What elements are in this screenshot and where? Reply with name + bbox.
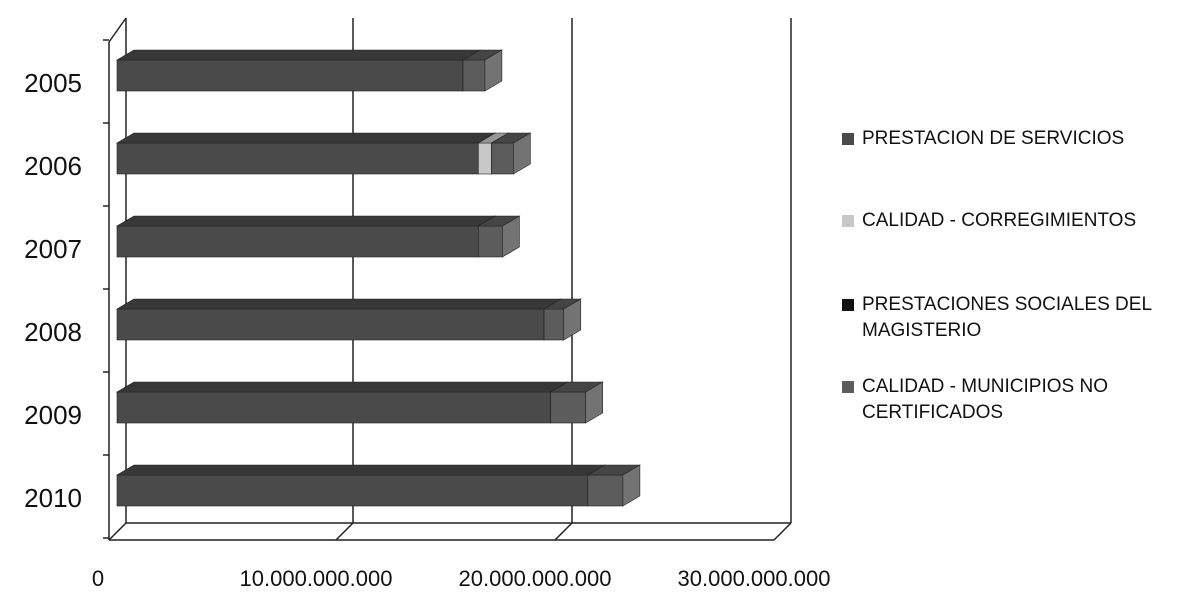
legend-item-calidad-corregimientos: CALIDAD - CORREGIMIENTOS bbox=[842, 208, 1192, 234]
legend-label: PRESTACIONES SOCIALES DEL MAGISTERIO bbox=[862, 294, 1152, 341]
bar-side-2008-series-3 bbox=[563, 298, 582, 341]
x-tick-label: 10.000.000.000 bbox=[240, 566, 393, 591]
category-label-2006: 2006 bbox=[24, 151, 82, 181]
legend-swatch bbox=[842, 299, 854, 311]
bar-side-2009-series-3 bbox=[585, 381, 603, 424]
legend-label: CALIDAD - CORREGIMIENTOS bbox=[862, 210, 1137, 231]
category-label-2005: 2005 bbox=[24, 68, 82, 98]
bar-side-2010-series-3 bbox=[622, 464, 641, 507]
bar-2005-series-0 bbox=[116, 59, 464, 92]
legend-swatch bbox=[842, 133, 854, 145]
bar-2005-series-3 bbox=[462, 59, 486, 92]
legend-swatch bbox=[842, 215, 854, 227]
bar-2006-series-1 bbox=[478, 142, 492, 175]
bar-2007-series-0 bbox=[116, 225, 479, 258]
bar-side-2006-series-3 bbox=[513, 132, 531, 175]
x-tick-label: 20.000.000.000 bbox=[459, 566, 612, 591]
bar-2009-series-3 bbox=[550, 391, 586, 424]
category-label-2008: 2008 bbox=[24, 317, 82, 347]
bar-top-2008-series-0 bbox=[115, 298, 563, 310]
bar-top-2007-series-0 bbox=[115, 215, 497, 227]
category-label-2010: 2010 bbox=[24, 483, 82, 513]
legend-label: CALIDAD - MUNICIPIOS NO CERTIFICADOS bbox=[862, 376, 1108, 423]
x-tick-label: 30.000.000.000 bbox=[678, 566, 831, 591]
bar-2008-series-0 bbox=[116, 308, 545, 341]
bar-top-2006-series-0 bbox=[115, 132, 497, 144]
bar-2010-series-0 bbox=[116, 474, 589, 507]
x-tick-label: 0 bbox=[92, 566, 104, 591]
legend-item-prestaciones-sociales: PRESTACIONES SOCIALES DEL MAGISTERIO bbox=[842, 292, 1192, 344]
bar-top-2010-series-0 bbox=[115, 464, 606, 476]
bar-top-2005-series-0 bbox=[115, 49, 482, 61]
bar-2007-series-3 bbox=[478, 225, 503, 258]
y-axis-top-edge bbox=[108, 17, 127, 43]
legend-label: PRESTACION DE SERVICIOS bbox=[862, 128, 1125, 149]
bar-2010-series-3 bbox=[587, 474, 624, 507]
bar-top-2009-series-0 bbox=[115, 381, 569, 393]
floor-left-edge bbox=[108, 522, 127, 541]
bar-side-2007-series-3 bbox=[502, 215, 520, 258]
category-label-2009: 2009 bbox=[24, 400, 82, 430]
bar-side-2005-series-3 bbox=[484, 49, 503, 92]
category-label-2007: 2007 bbox=[24, 234, 82, 264]
legend-item-prestacion-servicios: PRESTACION DE SERVICIOS bbox=[842, 126, 1192, 152]
floor-gridline bbox=[554, 522, 573, 541]
floor-gridline bbox=[335, 522, 354, 541]
bar-2009-series-0 bbox=[116, 391, 551, 424]
bar-2008-series-3 bbox=[543, 308, 565, 341]
bar-2006-series-3 bbox=[491, 142, 514, 175]
floor-gridline bbox=[773, 522, 792, 541]
legend-item-calidad-municipios: CALIDAD - MUNICIPIOS NO CERTIFICADOS bbox=[842, 374, 1192, 426]
bar-2006-series-0 bbox=[116, 142, 479, 175]
legend-swatch bbox=[842, 381, 854, 393]
